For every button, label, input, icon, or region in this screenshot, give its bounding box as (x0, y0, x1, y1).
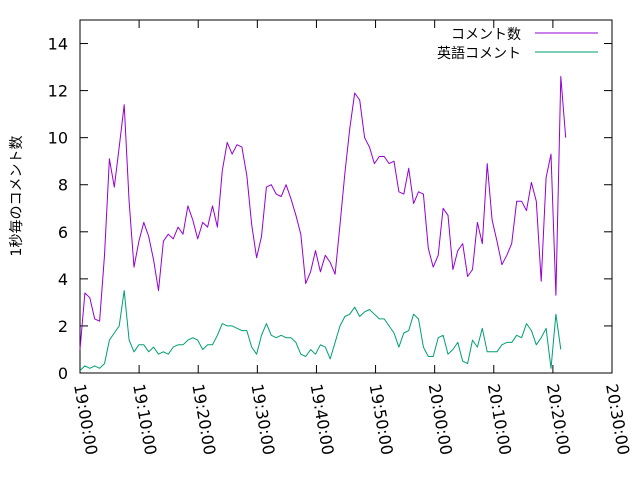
y-tick-label: 0 (58, 364, 68, 383)
series-line-1 (79, 290, 562, 371)
y-tick-label: 8 (58, 176, 68, 195)
x-tick-label: 20:10:00 (484, 382, 515, 456)
y-tick-label: 10 (48, 129, 68, 148)
plot-frame (79, 19, 613, 374)
y-tick-label: 2 (58, 317, 68, 336)
x-tick-label: 19:30:00 (247, 382, 278, 456)
x-tick-label: 19:40:00 (307, 382, 338, 456)
x-tick-label: 20:20:00 (543, 382, 574, 456)
series-line-0 (79, 76, 567, 350)
y-tick-label: 4 (58, 270, 68, 289)
x-tick-label: 19:20:00 (188, 382, 219, 456)
x-axis-ticks: 19:00:00 19:10:00 19:20:00 19:30:00 19:40:00… (70, 20, 633, 456)
x-tick-label: 20:00:00 (425, 382, 456, 456)
y-tick-label: 14 (48, 35, 68, 54)
x-tick-label: 19:50:00 (366, 382, 397, 456)
x-tick-label: 19:00:00 (70, 382, 101, 456)
x-tick-label: 19:10:00 (129, 382, 160, 456)
y-tick-label: 12 (48, 82, 68, 101)
y-tick-label: 6 (58, 223, 68, 242)
x-tick-label: 20:30:00 (602, 382, 633, 456)
legend-label-1: 英語コメント (437, 45, 521, 62)
legend-label-0: コメント数 (451, 27, 521, 43)
series-layer (79, 76, 567, 371)
y-axis-label: 1秒毎のコメント数 (9, 136, 25, 257)
y-axis-ticks: 0 2 4 6 8 10 12 14 (48, 35, 612, 383)
